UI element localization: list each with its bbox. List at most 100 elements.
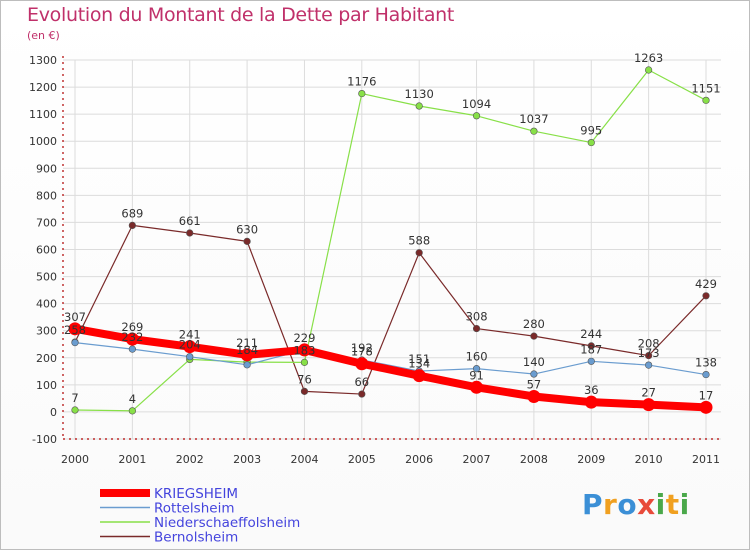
data-point xyxy=(183,340,197,354)
legend-label: Rottelsheim xyxy=(154,501,234,517)
logo-letter: i xyxy=(655,488,666,521)
x-tick-label: 2004 xyxy=(290,453,318,466)
y-tick-label: 1200 xyxy=(29,81,57,94)
data-label: 1176 xyxy=(347,75,376,89)
data-point xyxy=(71,406,79,414)
logo-letter: x xyxy=(637,488,656,521)
data-point xyxy=(128,345,136,353)
x-tick-label: 2006 xyxy=(405,453,433,466)
data-label: 140 xyxy=(523,355,545,369)
data-label: 208 xyxy=(638,337,660,351)
legend: KRIEGSHEIMRottelsheimNiederschaeffolshei… xyxy=(100,486,300,546)
data-point xyxy=(355,357,369,371)
data-point xyxy=(297,343,311,357)
x-tick-label: 2000 xyxy=(61,453,89,466)
series-line xyxy=(71,324,710,412)
data-label: 184 xyxy=(236,343,258,357)
data-point xyxy=(645,352,653,360)
data-label: 160 xyxy=(466,350,488,364)
data-label: 1037 xyxy=(519,112,548,126)
data-point xyxy=(300,387,309,395)
chart-title: Evolution du Montant de la Dette par Hab… xyxy=(27,4,455,26)
series-kriegsheim xyxy=(68,322,713,414)
series-line xyxy=(74,342,707,376)
data-point xyxy=(412,369,426,383)
data-point xyxy=(587,138,595,147)
y-tick-label: 1300 xyxy=(29,54,57,67)
data-point xyxy=(240,348,254,362)
y-tick-label: 500 xyxy=(36,271,57,284)
data-label: 183 xyxy=(293,343,315,357)
data-label: 7 xyxy=(71,391,78,405)
data-point xyxy=(699,400,713,414)
data-label: 630 xyxy=(236,222,258,236)
legend-item: Bernolsheim xyxy=(100,530,238,546)
y-tick-label: 300 xyxy=(36,325,57,338)
series-niederschaeffolsheim xyxy=(71,66,710,415)
data-point xyxy=(642,398,656,412)
legend-item: Niederschaeffolsheim xyxy=(100,515,300,531)
data-label: 244 xyxy=(580,327,602,341)
data-point xyxy=(472,324,481,333)
data-point xyxy=(125,332,139,346)
y-tick-label: 600 xyxy=(36,244,57,257)
series-lines xyxy=(68,66,713,415)
data-point xyxy=(645,66,653,74)
data-label: 1094 xyxy=(462,97,491,111)
x-tick-label: 2009 xyxy=(577,453,605,466)
proxiti-logo: Proxiti xyxy=(582,488,690,521)
series-bernolsheim xyxy=(71,221,710,398)
data-point xyxy=(472,365,481,373)
data-point xyxy=(472,112,481,120)
y-tick-label: 1100 xyxy=(29,108,57,121)
data-point xyxy=(358,89,366,98)
y-tick-label: 0 xyxy=(50,406,57,419)
data-label: 91 xyxy=(469,368,484,382)
data-label: 17 xyxy=(699,388,714,402)
y-tick-label: 1000 xyxy=(29,135,57,148)
data-point xyxy=(530,127,538,135)
data-label: 66 xyxy=(354,375,369,389)
y-tick-label: 700 xyxy=(36,216,57,229)
data-label: 27 xyxy=(641,386,656,400)
data-point xyxy=(68,322,82,336)
legend-label: KRIEGSHEIM xyxy=(154,486,238,502)
logo-letter: r xyxy=(603,488,618,521)
data-point xyxy=(702,370,710,379)
data-point xyxy=(300,358,309,366)
data-point xyxy=(128,407,136,415)
data-point xyxy=(530,332,538,340)
logo-letter: o xyxy=(617,488,638,521)
data-point xyxy=(358,390,366,398)
data-label: 232 xyxy=(121,330,143,344)
logo-letter: i xyxy=(679,488,690,521)
data-label: 307 xyxy=(64,310,86,324)
legend-label: Niederschaeffolsheim xyxy=(154,515,300,531)
data-label: 178 xyxy=(351,345,373,359)
data-label: 211 xyxy=(236,336,258,350)
y-tick-label: 800 xyxy=(36,189,57,202)
data-label: 134 xyxy=(408,357,430,371)
data-point xyxy=(186,353,194,361)
legend-label: Bernolsheim xyxy=(154,530,238,546)
y-tick-label: 400 xyxy=(36,298,57,311)
x-tick-label: 2008 xyxy=(520,453,548,466)
data-point xyxy=(415,249,423,257)
y-tick-label: -100 xyxy=(32,433,57,446)
x-tick-label: 2005 xyxy=(348,453,376,466)
x-tick-label: 2007 xyxy=(463,453,491,466)
data-label: 229 xyxy=(293,331,315,345)
legend-item: KRIEGSHEIM xyxy=(100,486,238,502)
data-label: 138 xyxy=(695,356,717,370)
logo-letter: P xyxy=(582,488,604,521)
data-point xyxy=(186,229,194,237)
data-point xyxy=(702,96,710,104)
data-label: 308 xyxy=(466,310,488,324)
data-point xyxy=(243,361,251,369)
data-point xyxy=(470,380,484,394)
y-tick-label: 200 xyxy=(36,352,57,365)
data-label: 1130 xyxy=(405,87,434,101)
x-tick-label: 2002 xyxy=(176,453,204,466)
